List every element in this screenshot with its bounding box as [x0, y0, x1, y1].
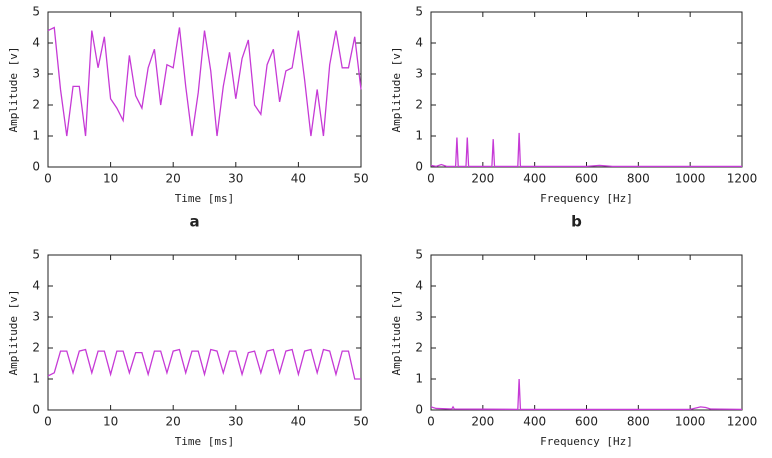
x-tick-label: 20 — [166, 172, 181, 186]
y-tick-label: 1 — [32, 129, 40, 143]
y-tick-label: 5 — [415, 5, 423, 19]
x-tick-label: 30 — [228, 172, 243, 186]
plot-frame — [430, 254, 743, 411]
plot-frame — [47, 254, 362, 411]
y-tick-label: 3 — [415, 67, 423, 81]
y-axis-label: Amplitude [v] — [390, 289, 403, 375]
panel-label: a — [189, 213, 199, 231]
x-tick-label: 30 — [228, 415, 243, 429]
x-tick-label: 600 — [575, 415, 598, 429]
y-tick-label: 1 — [415, 372, 423, 386]
x-tick-label: 0 — [44, 172, 52, 186]
y-tick-label: 4 — [32, 279, 40, 293]
x-tick-label: 400 — [523, 415, 546, 429]
y-tick-label: 2 — [415, 98, 423, 112]
y-tick-label: 0 — [32, 160, 40, 174]
y-tick-label: 4 — [32, 36, 40, 50]
signal-line — [430, 378, 743, 411]
plot-frame — [430, 11, 743, 168]
y-tick-label: 1 — [32, 372, 40, 386]
x-axis-label: Time [ms] — [175, 192, 235, 205]
x-tick-label: 600 — [575, 172, 598, 186]
x-tick-label: 800 — [627, 172, 650, 186]
y-tick-label: 4 — [415, 36, 423, 50]
x-tick-label: 1000 — [675, 415, 706, 429]
x-tick-label: 1200 — [727, 172, 758, 186]
x-tick-label: 200 — [471, 172, 494, 186]
y-tick-label: 3 — [415, 310, 423, 324]
y-tick-label: 3 — [32, 67, 40, 81]
x-tick-label: 400 — [523, 172, 546, 186]
y-tick-label: 5 — [32, 5, 40, 19]
x-tick-label: 10 — [103, 172, 118, 186]
y-tick-label: 2 — [32, 98, 40, 112]
y-axis-label: Amplitude [v] — [390, 46, 403, 132]
x-tick-label: 200 — [471, 415, 494, 429]
x-tick-label: 10 — [103, 415, 118, 429]
x-axis-label: Time [ms] — [175, 435, 235, 448]
signal-line — [47, 348, 361, 380]
y-tick-label: 5 — [32, 248, 40, 262]
x-tick-label: 20 — [166, 415, 181, 429]
y-tick-label: 2 — [415, 341, 423, 355]
signal-line — [430, 132, 742, 168]
y-axis-label: Amplitude [v] — [7, 289, 20, 375]
y-tick-label: 4 — [415, 279, 423, 293]
x-tick-label: 50 — [353, 172, 368, 186]
y-tick-label: 0 — [415, 160, 423, 174]
y-axis-label: Amplitude [v] — [7, 46, 20, 132]
x-axis-label: Frequency [Hz] — [540, 435, 633, 448]
y-tick-label: 0 — [32, 403, 40, 417]
x-tick-label: 0 — [427, 172, 435, 186]
x-axis-label: Frequency [Hz] — [540, 192, 633, 205]
y-tick-label: 1 — [415, 129, 423, 143]
y-tick-label: 3 — [32, 310, 40, 324]
x-tick-label: 50 — [353, 415, 368, 429]
x-tick-label: 800 — [627, 415, 650, 429]
signal-line — [47, 26, 362, 137]
x-tick-label: 1000 — [675, 172, 706, 186]
x-tick-label: 40 — [291, 172, 306, 186]
y-tick-label: 5 — [415, 248, 423, 262]
x-tick-label: 1200 — [727, 415, 758, 429]
y-tick-label: 0 — [415, 403, 423, 417]
y-tick-label: 2 — [32, 341, 40, 355]
x-tick-label: 0 — [427, 415, 435, 429]
panel-label: b — [571, 213, 582, 231]
x-tick-label: 40 — [291, 415, 306, 429]
x-tick-label: 0 — [44, 415, 52, 429]
